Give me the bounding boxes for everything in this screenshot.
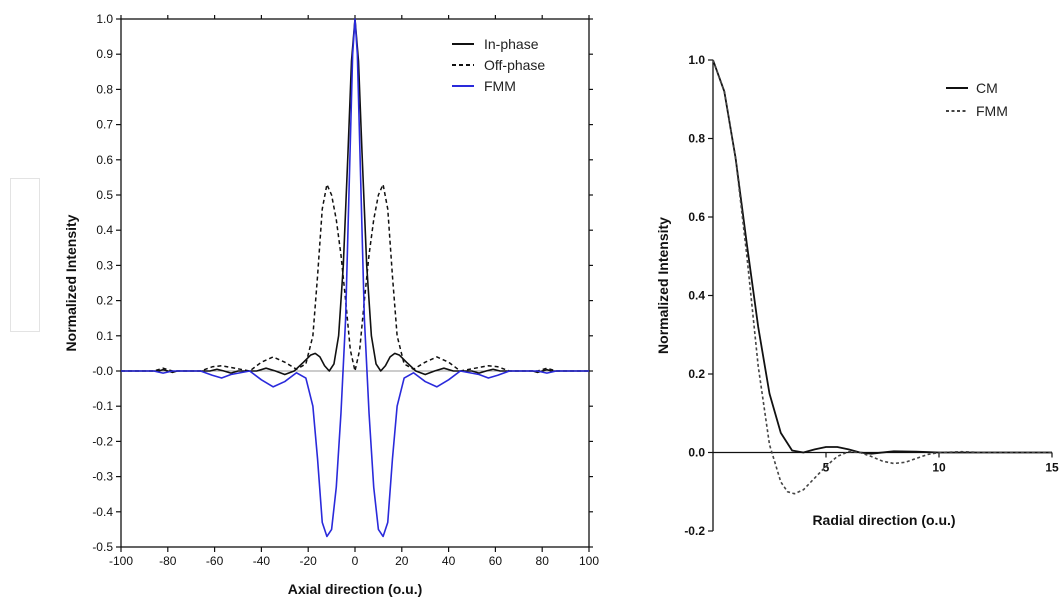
y-tick-label: 0.1 <box>96 329 113 343</box>
y-tick-label: -0.3 <box>92 470 113 484</box>
x-tick-label: 5 <box>823 461 830 475</box>
y-tick-label: 0.6 <box>688 210 705 224</box>
series-line-fmm <box>712 59 1052 495</box>
x-tick-label: 40 <box>442 554 456 568</box>
x-tick-label: 20 <box>395 554 409 568</box>
placeholder-box <box>10 178 40 332</box>
x-axis-title: Radial direction (o.u.) <box>812 512 955 528</box>
legend-label: CM <box>976 80 998 96</box>
x-tick-label: 0 <box>352 554 359 568</box>
y-tick-label: 0.7 <box>96 118 113 132</box>
x-tick-label: 10 <box>932 461 946 475</box>
y-tick-label: -0.5 <box>92 540 113 554</box>
x-tick-label: -80 <box>159 554 177 568</box>
y-tick-label: 0.2 <box>96 294 113 308</box>
y-tick-label: 0.9 <box>96 47 113 61</box>
y-tick-label: 1.0 <box>96 12 113 26</box>
y-tick-label: -0.2 <box>684 524 705 538</box>
legend-label: Off-phase <box>484 57 545 73</box>
legend-label: In-phase <box>484 36 539 52</box>
y-axis-title: Normalized Intensity <box>63 214 79 351</box>
chart-axial: -0.5 -0.4 -0.3 -0.2 -0.1 -0.0 0.1 0.2 0.3 0.4 0.5 0… <box>63 12 599 597</box>
x-tick-label: -100 <box>109 554 133 568</box>
y-tick-label: 0.4 <box>96 223 113 237</box>
x-tick-label: -20 <box>300 554 318 568</box>
y-tick-label: 0.8 <box>688 132 705 146</box>
series-line-fmm <box>121 18 589 538</box>
y-tick-label: -0.4 <box>92 505 113 519</box>
x-tick-label: 80 <box>536 554 550 568</box>
chart-radial: -0.2 0.0 0.2 0.4 0.6 0.8 1.0 5 10 15 CM FMM Radial d… <box>655 53 1059 538</box>
y-tick-label: -0.1 <box>92 399 113 413</box>
x-tick-label: 15 <box>1045 461 1059 475</box>
y-tick-label: 1.0 <box>688 53 705 67</box>
x-tick-label: -40 <box>253 554 271 568</box>
x-axis-title: Axial direction (o.u.) <box>288 581 423 597</box>
y-tick-label: -0.2 <box>92 434 113 448</box>
y-tick-label: 0.2 <box>688 367 705 381</box>
plot-frame <box>120 18 590 548</box>
y-tick-label: 0.0 <box>688 446 705 460</box>
y-tick-label: 0.5 <box>96 188 113 202</box>
x-tick-label: 100 <box>579 554 599 568</box>
y-tick-label: 0.8 <box>96 82 113 96</box>
x-tick-label: 60 <box>489 554 503 568</box>
y-axis-title: Normalized Intensity <box>655 217 671 354</box>
series-line-cm <box>712 59 1052 455</box>
legend-label: FMM <box>484 78 516 94</box>
y-tick-label: 0.4 <box>688 289 705 303</box>
series-line-off-phase <box>121 183 589 372</box>
x-tick-label: -60 <box>206 554 224 568</box>
y-tick-label: 0.6 <box>96 153 113 167</box>
legend-label: FMM <box>976 103 1008 119</box>
y-tick-label: 0.3 <box>96 258 113 272</box>
y-tick-label: -0.0 <box>92 364 113 378</box>
